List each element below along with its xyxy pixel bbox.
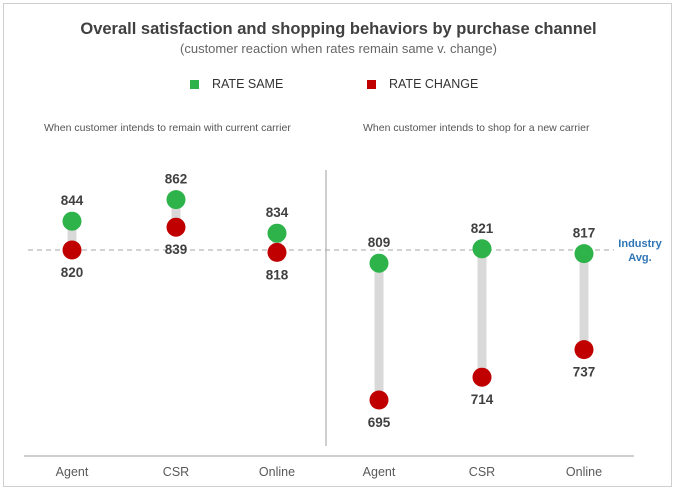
chart-title: Overall satisfaction and shopping behavi…	[80, 20, 597, 38]
point-rate-same-remain-online	[267, 223, 287, 243]
legend-rate-change: RATE CHANGE	[367, 77, 478, 91]
point-rate-change-shop-agent	[369, 390, 389, 410]
point-rate-change-remain-online	[267, 242, 287, 262]
industry-avg-label-line1: Industry	[618, 238, 662, 250]
point-rate-same-shop-online	[574, 244, 594, 264]
point-rate-same-remain-agent	[62, 211, 82, 231]
label-rate-same-remain-online: 834	[266, 205, 289, 220]
industry-avg-label-line2: Avg.	[628, 252, 652, 264]
x-tick-remain-agent: Agent	[56, 465, 89, 479]
label-rate-change-remain-csr: 839	[165, 242, 188, 257]
x-tick-remain-online: Online	[259, 465, 295, 479]
x-tick-shop-csr: CSR	[469, 465, 495, 479]
point-rate-same-remain-csr	[166, 190, 186, 210]
legend-rate-change-swatch	[367, 79, 376, 89]
legend-rate-change-label: RATE CHANGE	[389, 77, 479, 91]
label-rate-change-remain-online: 818	[266, 267, 289, 282]
label-rate-change-shop-agent: 695	[368, 415, 391, 430]
chart-frame	[3, 3, 672, 487]
chart-subtitle: (customer reaction when rates remain sam…	[180, 41, 497, 56]
point-rate-change-shop-csr	[472, 367, 492, 387]
label-rate-change-remain-agent: 820	[61, 265, 84, 280]
label-rate-change-shop-csr: 714	[471, 392, 494, 407]
industry-avg-label: Industry Avg.	[616, 237, 664, 265]
legend-rate-same-label: RATE SAME	[212, 77, 284, 91]
label-rate-same-shop-agent: 809	[368, 235, 391, 250]
legend-rate-same: RATE SAME	[190, 77, 283, 91]
legend-rate-same-swatch	[190, 79, 199, 89]
point-rate-same-shop-agent	[369, 253, 389, 273]
point-rate-change-shop-online	[574, 340, 594, 360]
x-tick-shop-agent: Agent	[363, 465, 396, 479]
point-rate-change-remain-agent	[62, 240, 82, 260]
point-rate-same-shop-csr	[472, 239, 492, 259]
label-rate-same-shop-csr: 821	[471, 221, 494, 236]
group-label-remain: When customer intends to remain with cur…	[44, 122, 291, 134]
label-rate-same-shop-online: 817	[573, 226, 596, 241]
label-rate-same-remain-csr: 862	[165, 172, 188, 187]
x-tick-shop-online: Online	[566, 465, 602, 479]
label-rate-change-shop-online: 737	[573, 365, 596, 380]
group-label-shop: When customer intends to shop for a new …	[363, 122, 590, 134]
point-rate-change-remain-csr	[166, 217, 186, 237]
x-tick-remain-csr: CSR	[163, 465, 189, 479]
label-rate-same-remain-agent: 844	[61, 193, 84, 208]
